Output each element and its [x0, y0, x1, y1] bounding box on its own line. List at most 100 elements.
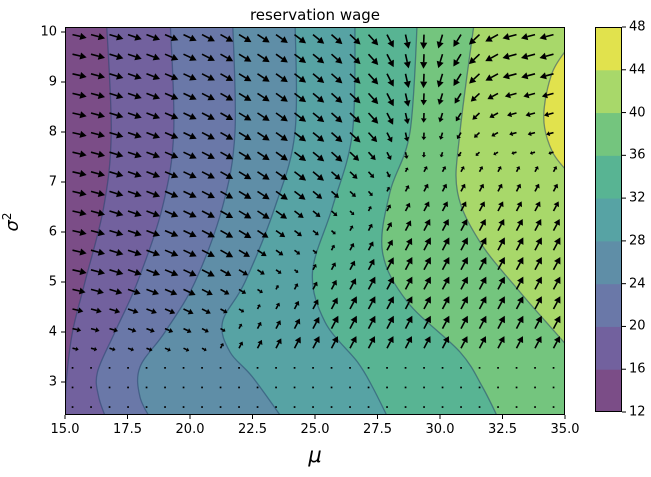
quiver-arrow-head [405, 202, 411, 208]
quiver-arrow-head [116, 190, 124, 198]
quiver-arrow-head [116, 229, 124, 237]
quiver-arrow-shaft [386, 207, 390, 212]
quiver-arrow-head [313, 316, 320, 324]
quiver-arrow-shaft [127, 249, 136, 254]
quiver-arrow-shaft [257, 288, 261, 292]
quiver-arrow-shaft [367, 226, 372, 231]
quiver-dot [404, 386, 407, 389]
quiver-arrow-shaft [474, 92, 481, 99]
colorbar-band-36-40 [595, 112, 622, 156]
y-tick-label-6: 6 [48, 224, 57, 240]
quiver-arrow-shaft [508, 73, 517, 77]
quiver-arrow-head [332, 230, 336, 235]
quiver-arrow-head [312, 281, 318, 287]
quiver-arrow-head [539, 52, 547, 60]
quiver-arrow-head [207, 74, 215, 81]
quiver-arrow-head [97, 268, 106, 276]
quiver-arrow-head [485, 74, 493, 81]
quiver-dot [349, 367, 351, 369]
quiver-arrow-shaft [127, 308, 135, 312]
quiver-arrow-shaft [404, 281, 410, 290]
quiver-arrow-shaft [330, 321, 336, 329]
quiver-arrow-head [152, 53, 161, 61]
quiver-dot [90, 406, 92, 408]
quiver-arrow-head [116, 131, 124, 139]
quiver-arrow-head [170, 249, 179, 257]
quiver-arrow-shaft [275, 229, 282, 235]
quiver-arrow-shaft [386, 171, 390, 176]
quiver-arrow-head [298, 75, 307, 83]
contour-quiver-plot [65, 27, 565, 415]
quiver-arrow-shaft [109, 171, 118, 175]
quiver-arrow-head [148, 347, 153, 352]
quiver-dot [293, 367, 296, 369]
quiver-arrow-head [517, 276, 524, 285]
quiver-arrow-head [517, 315, 524, 324]
quiver-arrow-head [170, 112, 179, 120]
quiver-arrow-shaft [330, 73, 339, 80]
quiver-arrow-shaft [90, 33, 99, 38]
quiver-arrow-shaft [456, 53, 462, 62]
quiver-arrow-shaft [312, 131, 320, 139]
quiver-arrow-shaft [146, 171, 155, 176]
quiver-dot [164, 386, 166, 389]
quiver-arrow-head [298, 36, 307, 44]
chart-title: reservation wage [249, 6, 381, 24]
quiver-dot [164, 406, 166, 408]
quiver-arrow-shaft [257, 229, 264, 236]
quiver-arrow-head [116, 268, 124, 276]
quiver-arrow-shaft [90, 347, 95, 350]
quiver-arrow-shaft [201, 53, 210, 59]
quiver-dot [478, 367, 481, 369]
quiver-arrow-shaft [478, 205, 484, 212]
quiver-arrow-head [420, 81, 428, 89]
quiver-arrow-head [443, 315, 450, 324]
quiver-arrow-head [79, 209, 87, 217]
quiver-arrow-shaft [256, 343, 261, 349]
quiver-arrow-head [79, 72, 87, 80]
quiver-arrow-head [424, 296, 431, 304]
quiver-arrow-shaft [238, 249, 246, 255]
quiver-dot [367, 367, 370, 369]
quiver-arrow-shaft [164, 229, 173, 235]
quiver-dot [293, 406, 296, 408]
quiver-dot [238, 386, 240, 389]
quiver-arrow-head [487, 93, 494, 100]
quiver-dot [349, 386, 351, 389]
quiver-arrow-head [456, 134, 461, 140]
quiver-arrow-head [370, 154, 376, 161]
quiver-arrow-shaft [423, 223, 429, 231]
quiver-arrow-shaft [127, 229, 136, 234]
quiver-arrow-shaft [201, 131, 210, 137]
quiver-arrow-shaft [386, 321, 392, 329]
quiver-dot [478, 406, 481, 408]
quiver-arrow-head [167, 347, 171, 352]
quiver-arrow-shaft [183, 151, 192, 157]
quiver-arrow-head [79, 228, 87, 236]
quiver-arrow-shaft [404, 341, 410, 349]
quiver-arrow-head [222, 328, 226, 333]
quiver-arrow-shaft [146, 308, 153, 312]
quiver-arrow-shaft [294, 171, 302, 178]
quiver-arrow-head [315, 212, 321, 218]
x-tick-label-25.0: 25.0 [300, 422, 330, 437]
quiver-arrow-shaft [512, 131, 517, 135]
quiver-arrow-head [280, 193, 288, 200]
quiver-arrow-head [369, 296, 376, 304]
quiver-arrow-shaft [439, 93, 444, 100]
quiver-arrow-head [243, 250, 250, 257]
quiver-arrow-head [420, 62, 428, 69]
quiver-arrow-head [453, 59, 460, 67]
quiver-arrow-head [436, 80, 444, 88]
quiver-arrow-head [386, 155, 392, 160]
quiver-dot [497, 386, 499, 389]
quiver-arrow-shaft [72, 288, 80, 292]
quiver-arrow-head [152, 112, 161, 120]
quiver-arrow-head [134, 112, 142, 120]
quiver-arrow-shaft [460, 301, 466, 310]
quiver-arrow-head [223, 308, 228, 314]
quiver-arrow-shaft [386, 262, 392, 271]
quiver-arrow-head [189, 250, 197, 257]
quiver-arrow-shaft [238, 210, 247, 216]
quiver-arrow-head [296, 231, 302, 237]
